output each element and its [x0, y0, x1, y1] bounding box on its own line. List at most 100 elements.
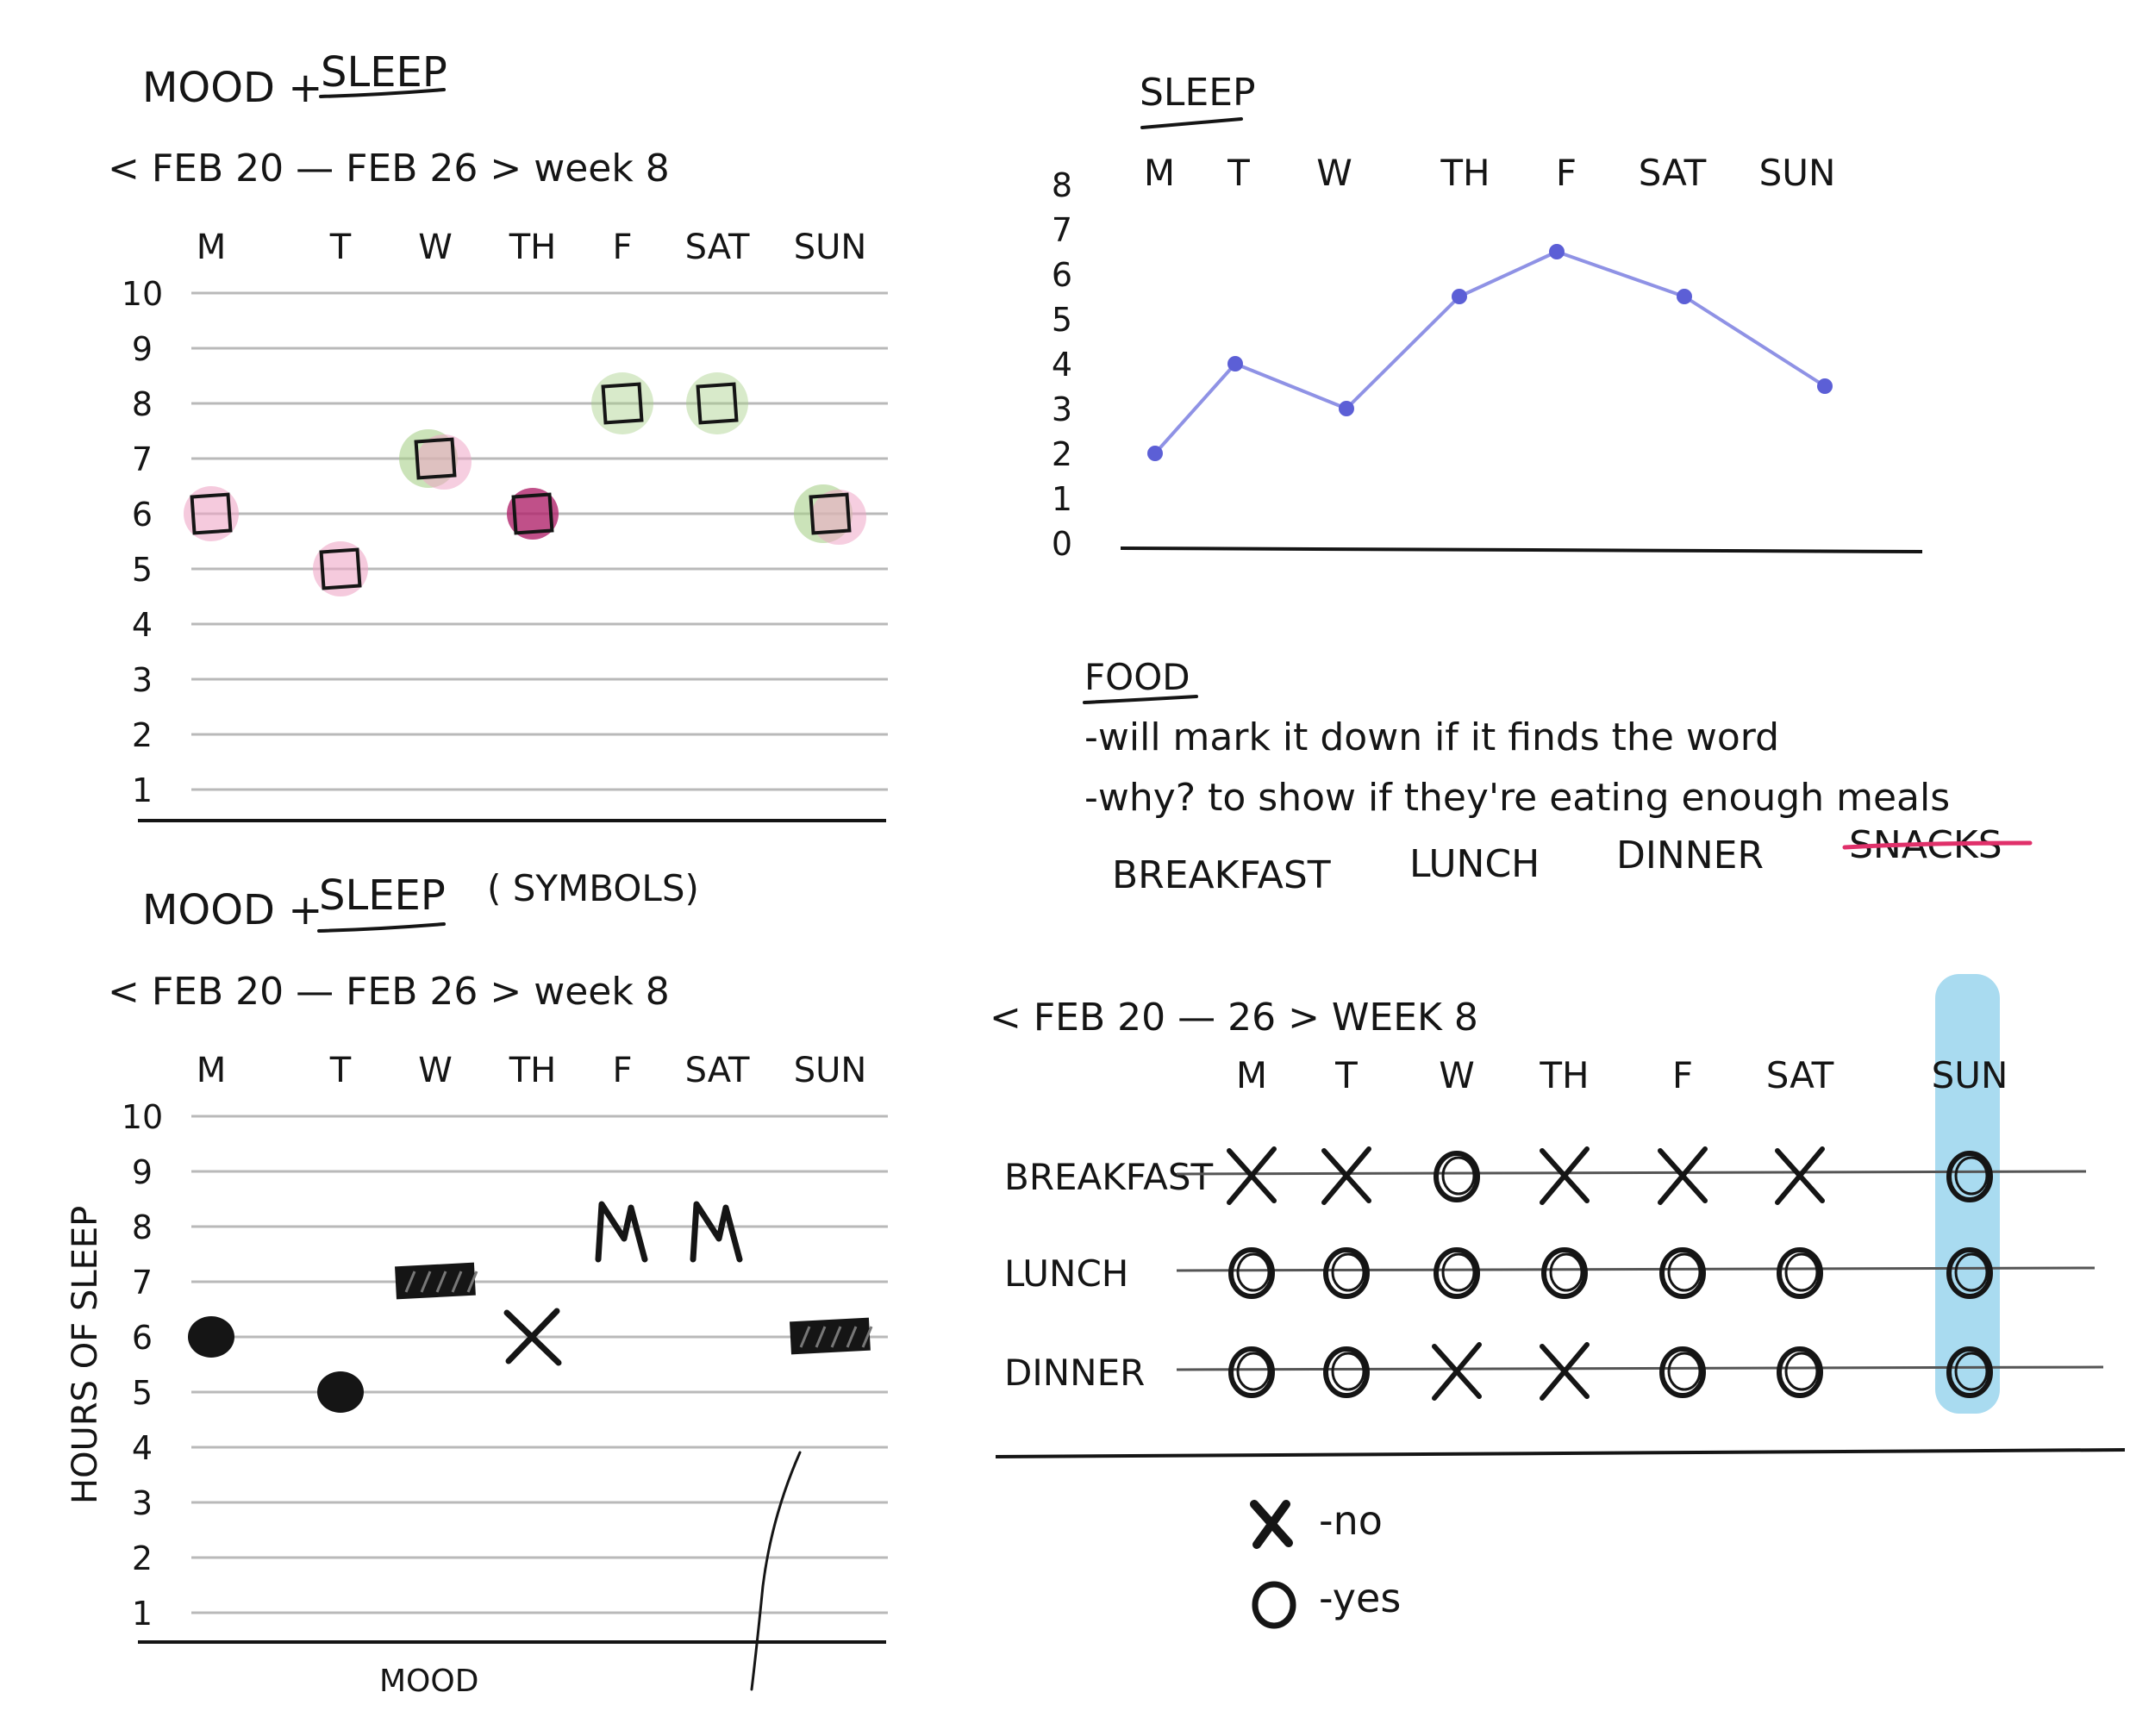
- panel3-line-series: [1147, 244, 1833, 461]
- cell-o-inner: [1549, 1252, 1583, 1292]
- panel2-title-underline: [317, 922, 446, 933]
- cell-o-dinner-f: [1659, 1346, 1706, 1398]
- panel1-day-labels: M T W TH F SAT SUN: [197, 228, 867, 267]
- symbol-x: [503, 1308, 562, 1366]
- panel2-ytick-10: 10: [122, 1098, 163, 1136]
- cell-o-inner: [1667, 1352, 1702, 1391]
- panel2-gridlines: [191, 1115, 888, 1614]
- panel2-day-sun: SUN: [794, 1051, 867, 1090]
- sleep-point-th: [1452, 289, 1467, 304]
- panel2-ytick-8: 8: [132, 1208, 153, 1246]
- panel1-y-ticks: 10 9 8 7 6 5 4 3 2 1: [122, 275, 163, 809]
- panel3-y-ticks: 8 7 6 5 4 3 2 1 0: [1052, 166, 1072, 563]
- panel1-ytick-3: 3: [132, 661, 153, 699]
- cell-o-inner: [1236, 1352, 1271, 1391]
- cell-o-lunch-t: [1323, 1247, 1370, 1299]
- panel4-day-th: TH: [1539, 1054, 1589, 1096]
- panel4-day-labels: M T W TH F SAT SUN: [1236, 1054, 2008, 1096]
- panel1-ytick-1: 1: [132, 771, 153, 809]
- panel4-row-breakfast: BREAKFAST: [1004, 1156, 1214, 1198]
- panel1-title-a: MOOD +: [142, 64, 322, 112]
- mood-blob-green: [591, 372, 653, 434]
- sleep-point-sun: [1817, 378, 1833, 394]
- sleep-point-f: [1549, 244, 1565, 259]
- panel1-day-t: T: [329, 228, 352, 267]
- legend: -no -yes: [1250, 1497, 1401, 1629]
- panel2-day-th: TH: [509, 1051, 557, 1090]
- sleep-square-marker: [809, 492, 852, 535]
- panel3-day-f: F: [1556, 152, 1577, 194]
- symbol-bar: [395, 1262, 476, 1300]
- panel1-ytick-7: 7: [132, 440, 153, 478]
- panel4-day-sat: SAT: [1766, 1054, 1834, 1096]
- cell-x-breakfast-m: [1227, 1146, 1277, 1205]
- panel2-day-f: F: [612, 1051, 632, 1090]
- panel3-day-w: W: [1316, 152, 1352, 194]
- panel2-ytick-4: 4: [132, 1429, 153, 1467]
- panel2-ylabel: HOURS OF SLEEP: [66, 1206, 105, 1504]
- cell-o-inner: [1954, 1352, 1989, 1391]
- cell-o-breakfast-w: [1434, 1151, 1480, 1202]
- panel2-date-range: < FEB 20 — FEB 26 > week 8: [108, 970, 670, 1014]
- mood-blob-green: [686, 372, 748, 434]
- cell-x-dinner-w: [1432, 1342, 1482, 1401]
- panel1-marks: [184, 372, 866, 596]
- panel2-ytick-9: 9: [132, 1153, 153, 1191]
- food-meal-dinner: DINNER: [1616, 834, 1764, 877]
- panel4-row-labels: BREAKFAST LUNCH DINNER: [1004, 1156, 2104, 1394]
- food-title: FOOD: [1084, 656, 1190, 698]
- panel1-ytick-10: 10: [122, 275, 163, 313]
- food-meal-breakfast: BREAKFAST: [1112, 853, 1331, 897]
- panel3-ytick-8: 8: [1052, 166, 1072, 204]
- symbol-dot: [317, 1371, 364, 1413]
- panel2-ytick-6: 6: [132, 1319, 153, 1357]
- food-meal-lunch: LUNCH: [1409, 842, 1540, 886]
- panel3-ytick-0: 0: [1052, 525, 1072, 563]
- panel2-ytick-1: 1: [132, 1595, 153, 1633]
- panel3-day-sun: SUN: [1759, 152, 1836, 194]
- cell-o-dinner-t: [1323, 1346, 1370, 1398]
- panel1-day-th: TH: [509, 228, 557, 267]
- cell-o-breakfast-sun: [1946, 1151, 1993, 1202]
- cell-x-dinner-th: [1540, 1342, 1590, 1401]
- panel3-title: SLEEP: [1140, 71, 1256, 115]
- panel3-ytick-1: 1: [1052, 480, 1072, 518]
- sleep-square-marker: [511, 492, 554, 535]
- panel1-ytick-2: 2: [132, 716, 153, 754]
- panel1-title-b: SLEEP: [321, 48, 447, 97]
- panel1-ytick-8: 8: [132, 385, 153, 423]
- mood-blob-pink: [313, 541, 368, 596]
- cell-o-inner: [1331, 1352, 1365, 1391]
- sleep-square-marker: [601, 382, 644, 425]
- sleep-square-marker: [190, 492, 233, 535]
- panel1-day-sun: SUN: [794, 228, 867, 267]
- panel2-day-m: M: [197, 1051, 227, 1090]
- panel4-cells: [1227, 1146, 1993, 1401]
- panel4-date-range: < FEB 20 — 26 > WEEK 8: [990, 996, 1478, 1040]
- mood-blob-pink: [184, 486, 239, 541]
- panel2-y-ticks: 10 9 8 7 6 5 4 3 2 1: [122, 1098, 163, 1633]
- panel4-row-line-lunch: [1176, 1266, 2096, 1272]
- sleep-point-w: [1339, 401, 1354, 416]
- panel-sleep-line: SLEEP M T W TH F SAT SUN 8 7 6 5 4 3 2 1 0: [1052, 71, 1923, 563]
- panel4-row-lunch: LUNCH: [1004, 1252, 1128, 1295]
- legend-yes-label: -yes: [1319, 1575, 1401, 1621]
- mood-blob-magenta: [507, 488, 559, 540]
- panel3-ytick-2: 2: [1052, 435, 1072, 473]
- panel1-ytick-6: 6: [132, 496, 153, 534]
- cell-o-dinner-sun: [1946, 1346, 1993, 1398]
- panel1-title-underline: [319, 88, 446, 98]
- panel-mood-sleep: MOOD + SLEEP < FEB 20 — FEB 26 > week 8 …: [108, 48, 888, 822]
- symbol-dot: [188, 1316, 234, 1358]
- symbol-bar-hatch: [799, 1326, 873, 1348]
- panel1-ytick-9: 9: [132, 330, 153, 368]
- cell-x-breakfast-t: [1321, 1146, 1371, 1205]
- panel2-xlabel: MOOD: [379, 1664, 478, 1699]
- cell-o-inner: [1441, 1156, 1476, 1196]
- panel3-baseline: [1120, 546, 1923, 553]
- cell-o-inner: [1784, 1352, 1819, 1391]
- panel1-day-f: F: [612, 228, 632, 267]
- food-title-underline: [1083, 695, 1198, 704]
- cell-o-inner: [1784, 1252, 1819, 1292]
